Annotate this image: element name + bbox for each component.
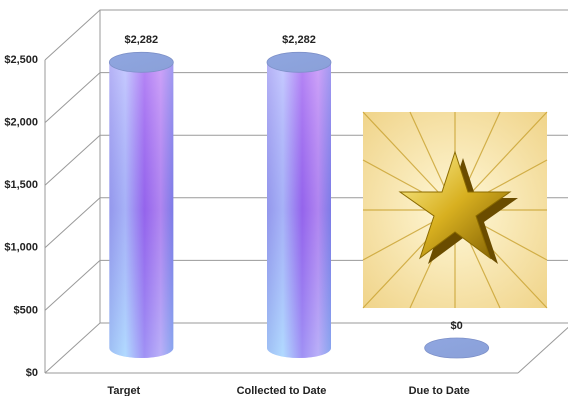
floor-right <box>517 326 568 374</box>
y-tick-label: $1,000 <box>4 242 38 254</box>
y-tick-label: $0 <box>26 367 38 379</box>
value-label: $0 <box>451 320 463 332</box>
y-tick-label: $2,500 <box>4 54 38 66</box>
bar <box>108 51 174 358</box>
grid-line <box>44 9 568 61</box>
bar <box>266 51 332 358</box>
x-tick-label: Target <box>107 385 140 396</box>
bars: $2,282 $2,282 $0 <box>108 34 490 359</box>
bar <box>424 337 490 359</box>
y-tick-label: $1,500 <box>4 179 38 191</box>
value-label: $2,282 <box>282 34 316 46</box>
bar-top <box>108 51 174 73</box>
x-tick-label: Due to Date <box>409 385 470 396</box>
bar-shade <box>267 62 331 358</box>
bar-top <box>266 51 332 73</box>
y-tick-label: $2,000 <box>4 117 38 129</box>
axes: $0 $500 $1,000 $1,500 $2,000 $2,500 Target Coll… <box>4 9 568 396</box>
bar-shade <box>109 62 174 358</box>
x-tick-label: Collected to Date <box>237 385 327 396</box>
star-picture <box>362 111 548 309</box>
grid-line <box>44 322 568 374</box>
value-label: $2,282 <box>125 34 159 46</box>
bar-top <box>424 337 490 359</box>
grid-line <box>44 72 568 123</box>
y-tick-label: $500 <box>14 304 38 316</box>
